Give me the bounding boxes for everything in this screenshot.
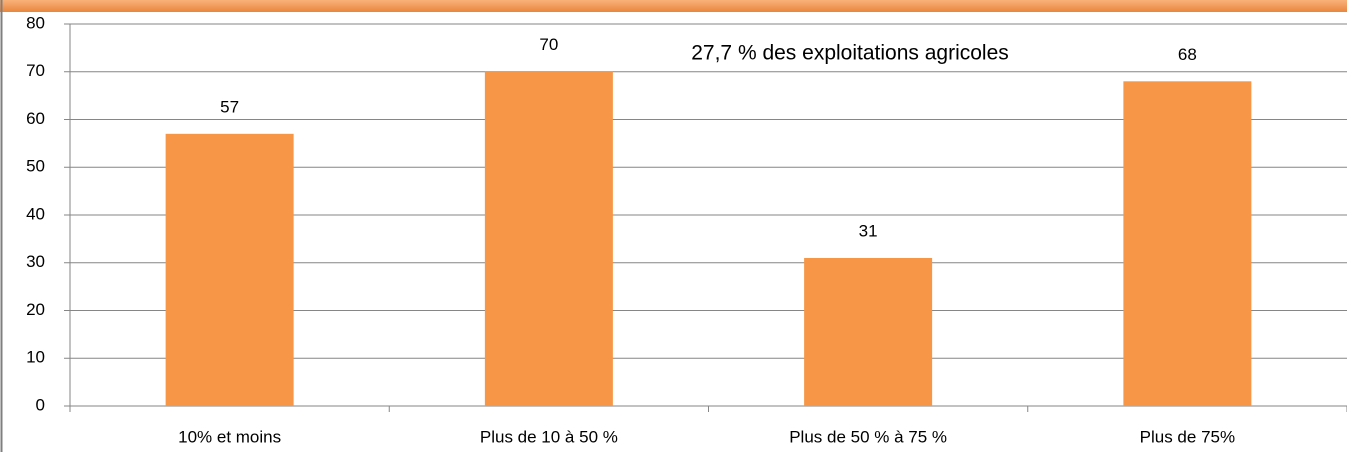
frame-top bbox=[0, 0, 1347, 12]
y-tick-label: 70 bbox=[26, 61, 45, 80]
x-tick-label: Plus de 75% bbox=[1140, 427, 1235, 446]
bar bbox=[1123, 81, 1252, 407]
y-tick-label: 50 bbox=[26, 157, 45, 176]
y-tick-label: 0 bbox=[36, 395, 45, 414]
bar bbox=[484, 71, 613, 406]
annotation: 27,7 % des exploitations agricoles bbox=[691, 42, 1009, 65]
y-tick-label: 80 bbox=[26, 13, 45, 32]
y-tick-label: 10 bbox=[26, 348, 45, 367]
y-tick-label: 40 bbox=[26, 204, 45, 223]
data-label: 68 bbox=[1178, 45, 1197, 64]
x-tick-label: Plus de 50 % à 75 % bbox=[789, 427, 947, 446]
x-tick-label: Plus de 10 à 50 % bbox=[480, 427, 618, 446]
y-tick-label: 30 bbox=[26, 252, 45, 271]
data-label: 70 bbox=[539, 35, 558, 54]
bar bbox=[165, 133, 294, 406]
bar bbox=[804, 257, 933, 406]
y-tick-label: 60 bbox=[26, 109, 45, 128]
y-tick-label: 20 bbox=[26, 300, 45, 319]
data-label: 31 bbox=[859, 221, 878, 240]
data-label: 57 bbox=[220, 97, 239, 116]
x-tick-label: 10% et moins bbox=[178, 427, 281, 446]
